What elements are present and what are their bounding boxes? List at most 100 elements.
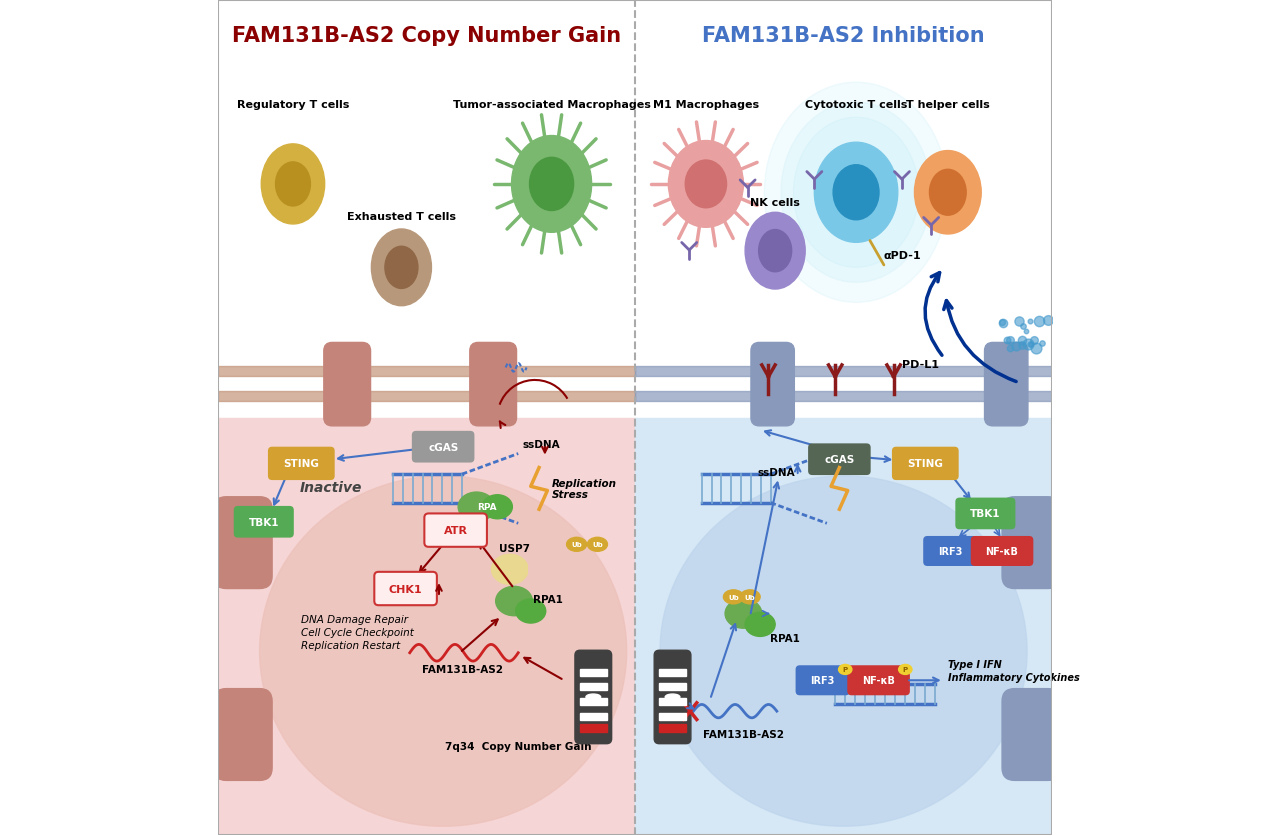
Text: Regulatory T cells: Regulatory T cells xyxy=(236,99,349,110)
Ellipse shape xyxy=(262,145,325,225)
Ellipse shape xyxy=(838,665,852,675)
Text: PD-L1: PD-L1 xyxy=(902,359,939,370)
Text: Replication
Stress: Replication Stress xyxy=(551,478,616,500)
Bar xyxy=(218,418,635,834)
FancyBboxPatch shape xyxy=(268,447,335,481)
Text: αPD-1: αPD-1 xyxy=(884,251,921,261)
Ellipse shape xyxy=(566,538,587,552)
Ellipse shape xyxy=(512,136,592,233)
Text: Ub: Ub xyxy=(744,594,756,600)
FancyBboxPatch shape xyxy=(654,650,691,744)
Bar xyxy=(580,683,607,691)
Text: RPA1: RPA1 xyxy=(533,594,563,604)
FancyBboxPatch shape xyxy=(1002,497,1060,589)
Text: NF-κB: NF-κB xyxy=(862,675,895,686)
FancyBboxPatch shape xyxy=(955,498,1016,530)
Ellipse shape xyxy=(686,161,726,208)
Text: M1 Macrophages: M1 Macrophages xyxy=(653,99,759,110)
FancyBboxPatch shape xyxy=(213,497,272,589)
Ellipse shape xyxy=(668,141,743,228)
Text: RPA1: RPA1 xyxy=(770,633,800,643)
Bar xyxy=(635,391,1052,401)
Ellipse shape xyxy=(585,694,601,700)
Text: STING: STING xyxy=(907,459,944,469)
Text: USP7: USP7 xyxy=(499,543,530,553)
FancyBboxPatch shape xyxy=(424,514,486,547)
Ellipse shape xyxy=(914,151,982,235)
Ellipse shape xyxy=(725,599,762,629)
Text: Ub: Ub xyxy=(592,542,603,548)
Ellipse shape xyxy=(660,477,1027,826)
Text: FAM131B-AS2: FAM131B-AS2 xyxy=(704,729,785,739)
Ellipse shape xyxy=(458,492,495,522)
Text: TBK1: TBK1 xyxy=(249,517,279,528)
Bar xyxy=(580,713,607,721)
Text: FAM131B-AS2 Inhibition: FAM131B-AS2 Inhibition xyxy=(702,27,984,46)
Text: TBK1: TBK1 xyxy=(970,509,1001,519)
Ellipse shape xyxy=(588,538,607,552)
FancyBboxPatch shape xyxy=(1002,689,1060,781)
Bar xyxy=(218,391,635,401)
Ellipse shape xyxy=(758,230,791,273)
Text: ssDNA: ssDNA xyxy=(522,440,560,450)
Ellipse shape xyxy=(814,143,898,243)
Text: IRF3: IRF3 xyxy=(810,675,834,686)
Ellipse shape xyxy=(765,83,947,303)
Ellipse shape xyxy=(745,613,775,637)
Text: Exhausted T cells: Exhausted T cells xyxy=(347,212,456,222)
Text: NK cells: NK cells xyxy=(751,198,800,208)
Text: Ub: Ub xyxy=(728,594,739,600)
Text: Inactive: Inactive xyxy=(300,481,362,494)
Text: Ub: Ub xyxy=(572,542,582,548)
Text: CHK1: CHK1 xyxy=(389,584,423,594)
Bar xyxy=(218,366,635,376)
Ellipse shape xyxy=(385,247,418,289)
Ellipse shape xyxy=(495,587,532,616)
Text: FAM131B-AS2 Copy Number Gain: FAM131B-AS2 Copy Number Gain xyxy=(232,27,621,46)
FancyBboxPatch shape xyxy=(984,343,1027,426)
Polygon shape xyxy=(491,554,527,584)
FancyBboxPatch shape xyxy=(234,507,293,538)
Bar xyxy=(659,725,686,732)
Bar xyxy=(659,698,686,706)
Text: T helper cells: T helper cells xyxy=(906,99,989,110)
FancyBboxPatch shape xyxy=(970,537,1034,566)
FancyBboxPatch shape xyxy=(808,444,871,476)
FancyArrowPatch shape xyxy=(925,273,942,356)
Text: FAM131B-AS2: FAM131B-AS2 xyxy=(422,664,503,674)
Ellipse shape xyxy=(794,118,918,268)
Ellipse shape xyxy=(259,477,626,826)
Ellipse shape xyxy=(371,230,432,306)
FancyBboxPatch shape xyxy=(892,447,959,481)
Bar xyxy=(659,713,686,721)
Text: cGAS: cGAS xyxy=(428,442,458,452)
Ellipse shape xyxy=(745,213,805,290)
FancyBboxPatch shape xyxy=(470,343,517,426)
Text: Cytotoxic T cells: Cytotoxic T cells xyxy=(805,99,907,110)
Text: NF-κB: NF-κB xyxy=(986,546,1019,556)
Bar xyxy=(580,725,607,732)
Text: ATR: ATR xyxy=(443,526,467,536)
Bar xyxy=(635,366,1052,376)
Ellipse shape xyxy=(665,694,679,700)
Bar xyxy=(635,2,1052,418)
FancyBboxPatch shape xyxy=(324,343,371,426)
Text: Tumor-associated Macrophages: Tumor-associated Macrophages xyxy=(452,99,650,110)
FancyBboxPatch shape xyxy=(411,431,475,463)
FancyArrowPatch shape xyxy=(944,301,1016,382)
FancyBboxPatch shape xyxy=(213,689,272,781)
Bar xyxy=(635,418,1052,834)
Text: Type I IFN
Inflammatory Cytokines: Type I IFN Inflammatory Cytokines xyxy=(947,660,1080,682)
Ellipse shape xyxy=(724,590,743,604)
Text: P: P xyxy=(903,666,908,673)
FancyBboxPatch shape xyxy=(575,650,612,744)
Ellipse shape xyxy=(276,163,310,206)
Text: RPA: RPA xyxy=(476,502,497,512)
Ellipse shape xyxy=(899,665,912,675)
Ellipse shape xyxy=(530,158,574,212)
Text: cGAS: cGAS xyxy=(824,455,855,465)
Ellipse shape xyxy=(930,170,966,216)
Ellipse shape xyxy=(483,495,512,519)
Bar xyxy=(580,669,607,676)
Ellipse shape xyxy=(740,590,761,604)
